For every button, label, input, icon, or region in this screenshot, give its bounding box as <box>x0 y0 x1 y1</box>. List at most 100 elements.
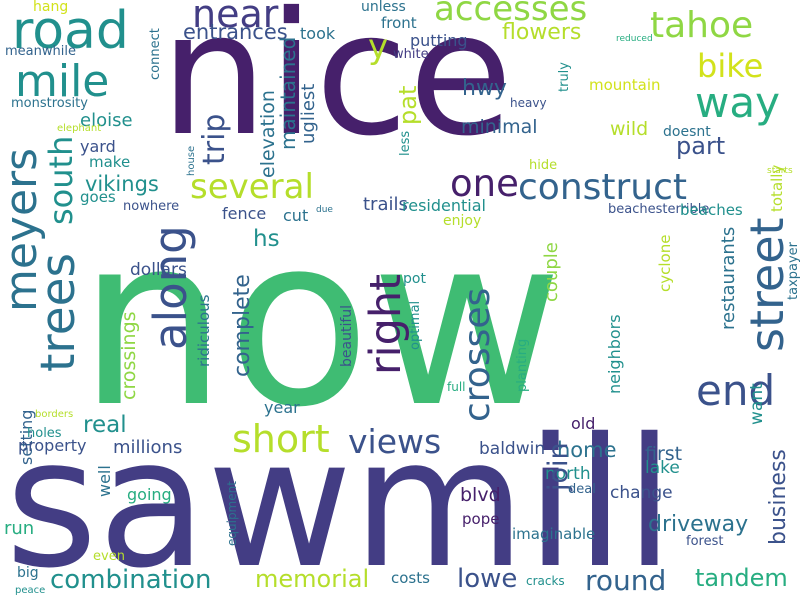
word-short: short <box>232 417 330 461</box>
word-entrances: entrances <box>183 20 288 44</box>
word-mile: mile <box>15 56 110 107</box>
word-tahoe: tahoe <box>650 5 754 46</box>
word-meanwhile: meanwhile <box>5 44 76 59</box>
word-pot: pot <box>403 271 426 287</box>
word-full: full <box>447 380 466 394</box>
word-enjoy: enjoy <box>443 213 482 229</box>
word-lake: lake <box>645 458 680 478</box>
word-views: views <box>348 422 442 461</box>
word-several: several <box>190 167 314 207</box>
word-accesses: accesses <box>434 0 588 29</box>
word-home: home <box>557 438 617 462</box>
word-fence: fence <box>222 204 267 223</box>
word-run: run <box>4 518 35 539</box>
word-front: front <box>381 14 417 32</box>
word-planting: planting <box>515 338 530 392</box>
word-bike: bike <box>697 47 764 85</box>
word-elephant: elephant <box>57 123 102 134</box>
word-crosses: crosses <box>457 287 498 422</box>
word-tandem: tandem <box>695 564 788 592</box>
word-end: end <box>696 366 776 415</box>
word-driveway: driveway <box>648 512 749 537</box>
word-one: one <box>450 162 519 205</box>
word-baldwin: baldwin <box>479 439 546 459</box>
word-combination: combination <box>50 565 212 595</box>
word-neighbors: neighbors <box>605 314 624 394</box>
word-maintained: maintained <box>276 36 300 150</box>
word-want: want <box>747 383 767 425</box>
word-beaches: beaches <box>680 201 743 219</box>
word-due: due <box>316 205 333 215</box>
word-starts: starts <box>767 166 793 176</box>
word-taxpayer: taxpayer <box>786 241 800 300</box>
word-trees: trees <box>31 252 86 372</box>
word-even: even <box>93 549 125 564</box>
word-blvd: blvd <box>460 484 501 506</box>
word-now: now <box>78 186 563 459</box>
word-forest: forest <box>686 534 724 549</box>
word-cyclone: cyclone <box>656 234 674 292</box>
word-pat: pat <box>394 85 422 125</box>
word-real: real <box>83 412 127 438</box>
word-lowe: lowe <box>457 564 518 594</box>
word-millions: millions <box>113 437 183 458</box>
word-costs: costs <box>391 569 430 587</box>
word-borders: borders <box>35 409 74 420</box>
word-white: white <box>393 47 429 62</box>
word-right: right <box>361 273 411 375</box>
word-trip: trip <box>197 113 232 165</box>
word-year: year <box>264 398 300 417</box>
word-first: first <box>645 443 683 465</box>
word-putting: putting <box>410 31 468 50</box>
word-cut: cut <box>283 206 309 225</box>
word-hang: hang <box>33 0 69 15</box>
word-make: make <box>89 153 131 171</box>
word-construct: construct <box>518 167 688 208</box>
word-imaginable: imaginable <box>512 525 596 543</box>
word-street: street <box>740 217 794 352</box>
word-monstrosity: monstrosity <box>11 96 88 111</box>
word-eloise: eloise <box>80 110 133 131</box>
word-memorial: memorial <box>255 565 370 593</box>
word-wild: wild <box>610 118 649 140</box>
word-near: near <box>192 0 279 36</box>
word-part: part <box>676 132 726 160</box>
word-hide: hide <box>529 158 558 173</box>
word-property: property <box>18 436 87 455</box>
word-vikings: vikings <box>85 172 159 196</box>
word-hwy: hwy <box>462 76 507 101</box>
word-ugliest: ugliest <box>298 83 319 144</box>
word-beautiful: beautiful <box>339 304 355 367</box>
word-way: way <box>695 78 780 127</box>
word-holes: holes <box>27 426 62 441</box>
word-flowers: flowers <box>502 20 582 45</box>
word-business: business <box>766 449 791 545</box>
word-complete: complete <box>230 274 255 377</box>
word-sawmill: sawmill <box>5 400 675 600</box>
word-dollars: dollars <box>130 260 187 280</box>
word-cracks: cracks <box>526 574 565 588</box>
word-going: going <box>127 485 172 504</box>
word-unless: unless <box>361 0 406 15</box>
word-crossings: crossings <box>118 311 140 400</box>
word-road: road <box>12 1 129 61</box>
word-pope: pope <box>462 510 500 528</box>
word-couple: couple <box>541 242 562 302</box>
word-nowhere: nowhere <box>123 199 180 214</box>
word-yard: yard <box>80 137 116 156</box>
word-totally: totally <box>768 164 786 212</box>
word-connect: connect <box>148 28 163 80</box>
word-nice: nice <box>160 0 514 174</box>
word-change: change <box>610 483 673 503</box>
word-doesnt: doesnt <box>663 124 711 140</box>
word-well: well <box>95 465 114 497</box>
word-south: south <box>42 135 80 225</box>
word-peace: peace <box>15 585 46 596</box>
word-residential: residential <box>402 196 486 215</box>
word-truly: truly <box>557 62 572 92</box>
word-big: big <box>17 565 39 581</box>
word-heavy: heavy <box>510 96 547 110</box>
word-y: y <box>368 27 389 67</box>
word-minimal: minimal <box>461 116 538 138</box>
